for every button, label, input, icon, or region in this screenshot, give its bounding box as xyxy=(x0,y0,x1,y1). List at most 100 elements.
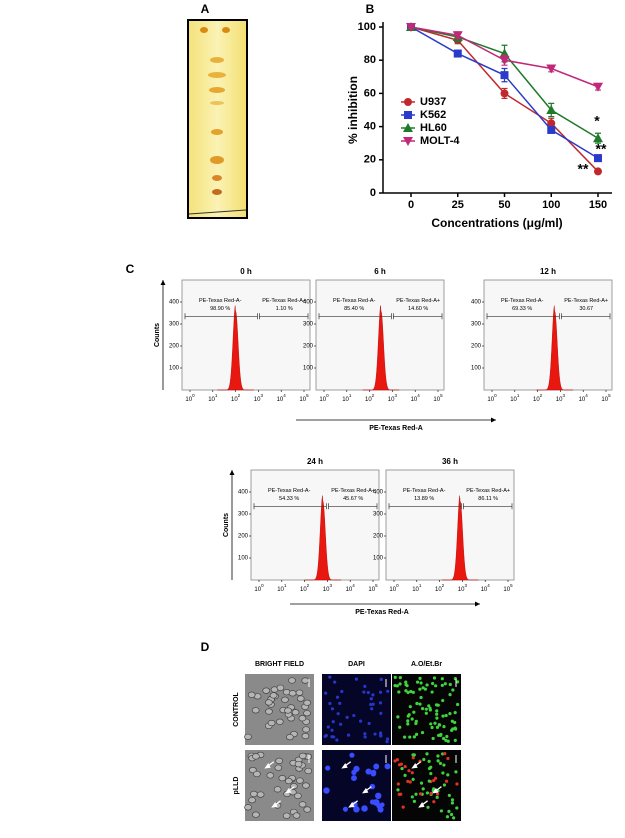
x-tick-label: 100 xyxy=(185,393,195,402)
cell xyxy=(244,804,252,811)
x-tick-label: 103 xyxy=(323,583,333,592)
tick-base: 10 xyxy=(277,587,284,593)
histogram-frame xyxy=(483,279,613,391)
tick-base: 10 xyxy=(533,397,540,403)
nucleus xyxy=(335,695,340,699)
x-tick-label: 101 xyxy=(412,583,422,592)
cell-stain xyxy=(408,705,412,709)
cell-stain xyxy=(425,752,429,756)
legend-label: K562 xyxy=(420,109,446,121)
arrow xyxy=(264,761,275,769)
cell xyxy=(302,782,310,789)
tick-base: 10 xyxy=(368,587,375,593)
cell xyxy=(282,812,291,819)
arrow xyxy=(411,761,422,769)
gate-percent: 54.33 % xyxy=(279,496,299,502)
cell xyxy=(276,684,285,691)
cell-stain xyxy=(411,777,415,781)
cell-stain xyxy=(451,688,455,692)
cell-stain xyxy=(409,689,413,694)
cell-stain xyxy=(441,771,445,775)
tick-exponent: 0 xyxy=(192,393,195,398)
tick-base: 10 xyxy=(254,397,261,403)
cell-stain xyxy=(453,738,457,742)
cell-stain xyxy=(456,702,460,707)
nucleus xyxy=(369,697,373,701)
legend-label: U937 xyxy=(420,96,446,108)
gate-positive xyxy=(259,313,309,320)
cell xyxy=(298,752,307,760)
cell xyxy=(266,772,275,779)
cell xyxy=(301,677,310,684)
x-tick-label: 102 xyxy=(365,393,375,402)
gate-negative xyxy=(486,313,560,320)
nucleus xyxy=(349,752,355,758)
cell xyxy=(253,770,261,778)
marker xyxy=(452,31,463,41)
gate-percent: 86.11 % xyxy=(478,496,498,502)
gate-label: PE-Texas Red-A+ xyxy=(331,488,375,494)
cell-stain xyxy=(396,782,400,786)
cell xyxy=(291,709,300,716)
micrograph xyxy=(244,674,314,745)
cell-stain xyxy=(442,783,447,787)
cell-stain xyxy=(436,759,440,763)
cell-stain xyxy=(427,779,431,783)
cell-stain xyxy=(425,683,429,687)
cell-stain xyxy=(427,704,431,708)
cell-stain xyxy=(435,712,439,716)
histogram-peak xyxy=(304,495,342,581)
cell xyxy=(303,699,312,706)
tick-base: 10 xyxy=(510,397,517,403)
cell-stain xyxy=(447,793,451,798)
cell xyxy=(267,719,276,727)
y-tick-label: 300 xyxy=(303,322,314,328)
nucleus xyxy=(373,732,377,736)
cell xyxy=(303,710,311,717)
x-tick-label: 103 xyxy=(254,393,264,402)
y-axis-label: Counts xyxy=(223,513,230,537)
cell-stain xyxy=(418,702,422,706)
x-tick-label: 101 xyxy=(277,583,287,592)
x-tick-label: 103 xyxy=(458,583,468,592)
cell-stain xyxy=(420,707,425,711)
cell-stain xyxy=(437,733,441,737)
tick-base: 10 xyxy=(319,397,326,403)
nucleus xyxy=(366,690,370,695)
marker xyxy=(546,64,557,74)
micrograph xyxy=(392,674,461,745)
y-tick-label: 100 xyxy=(471,366,482,372)
cell-stain xyxy=(443,752,447,756)
tick-exponent: 5 xyxy=(608,393,611,398)
nucleus xyxy=(385,737,390,741)
tick-exponent: 0 xyxy=(494,393,497,398)
nucleus xyxy=(339,722,343,726)
nucleus xyxy=(345,715,349,719)
cell-stain xyxy=(404,680,408,684)
cell-stain xyxy=(403,764,407,769)
cell-stain xyxy=(415,701,419,706)
cell-stain xyxy=(426,805,430,809)
gate-percent: 14.60 % xyxy=(408,306,428,312)
nucleus xyxy=(378,701,383,705)
y-axis-label: Counts xyxy=(154,323,161,347)
cell-stain xyxy=(447,809,451,814)
x-tick-label: 104 xyxy=(411,393,421,402)
nucleus xyxy=(372,799,380,806)
cell xyxy=(265,708,273,715)
cell-stain xyxy=(429,771,433,776)
cell-stain xyxy=(398,725,402,729)
cell-stain xyxy=(428,706,432,710)
gate-negative xyxy=(184,313,258,320)
x-tick-label: 105 xyxy=(601,393,611,402)
cell-stain xyxy=(427,759,431,763)
tick-base: 10 xyxy=(254,587,261,593)
nucleus xyxy=(340,689,344,694)
cell-stain xyxy=(404,682,408,687)
tick-base: 10 xyxy=(601,397,608,403)
cell-stain xyxy=(449,812,454,817)
tick-base: 10 xyxy=(388,397,395,403)
cell-stain xyxy=(441,714,445,718)
cell-stain xyxy=(446,739,450,743)
cell xyxy=(302,726,310,733)
